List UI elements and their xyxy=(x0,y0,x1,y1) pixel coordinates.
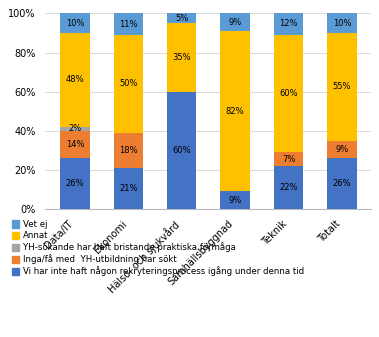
Bar xyxy=(274,152,303,166)
Text: 82%: 82% xyxy=(226,107,244,116)
Legend: Vet ej, Annat, YH-sökande har haft bristande praktiska förmåga, Inga/få med  YH-: Vet ej, Annat, YH-sökande har haft brist… xyxy=(12,220,304,276)
Text: 18%: 18% xyxy=(119,146,138,155)
Bar xyxy=(327,33,357,141)
Text: 55%: 55% xyxy=(333,82,351,91)
Bar xyxy=(274,166,303,209)
Text: 2%: 2% xyxy=(68,124,81,133)
Text: 22%: 22% xyxy=(279,183,298,192)
Bar xyxy=(114,35,143,133)
Bar xyxy=(60,131,90,158)
Bar xyxy=(327,13,357,33)
Bar xyxy=(221,191,250,209)
Text: 9%: 9% xyxy=(335,145,349,154)
Text: 5%: 5% xyxy=(175,14,188,23)
Bar xyxy=(167,23,196,92)
Bar xyxy=(327,141,357,158)
Bar xyxy=(60,127,90,131)
Bar xyxy=(167,92,196,209)
Bar xyxy=(221,13,250,31)
Text: 21%: 21% xyxy=(119,184,138,193)
Bar xyxy=(167,13,196,23)
Bar xyxy=(327,158,357,209)
Bar xyxy=(114,13,143,35)
Bar xyxy=(221,31,250,191)
Text: 10%: 10% xyxy=(333,19,351,28)
Text: 7%: 7% xyxy=(282,155,295,163)
Text: 26%: 26% xyxy=(66,179,84,188)
Bar xyxy=(274,11,303,35)
Bar xyxy=(60,13,90,33)
Text: 48%: 48% xyxy=(66,75,84,85)
Bar xyxy=(114,133,143,168)
Text: 35%: 35% xyxy=(172,53,191,62)
Text: 50%: 50% xyxy=(119,79,138,88)
Text: 9%: 9% xyxy=(229,196,242,205)
Text: 10%: 10% xyxy=(66,19,84,28)
Text: 26%: 26% xyxy=(333,179,351,188)
Text: 14%: 14% xyxy=(66,140,84,149)
Bar xyxy=(60,158,90,209)
Bar xyxy=(274,35,303,152)
Text: 9%: 9% xyxy=(229,18,242,27)
Bar xyxy=(114,168,143,209)
Bar xyxy=(60,33,90,127)
Text: 12%: 12% xyxy=(279,19,298,28)
Text: 60%: 60% xyxy=(279,89,298,98)
Text: 60%: 60% xyxy=(172,146,191,155)
Text: 11%: 11% xyxy=(119,20,138,29)
